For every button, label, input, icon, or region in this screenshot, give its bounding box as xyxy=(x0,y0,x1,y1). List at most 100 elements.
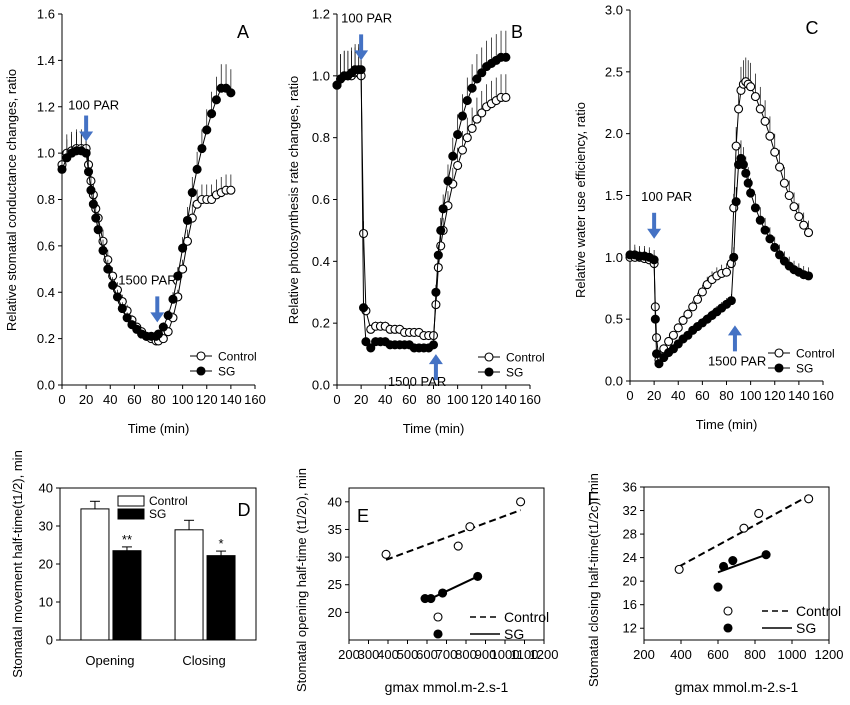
control-point xyxy=(760,116,770,126)
x-tick-label: 20 xyxy=(647,388,661,403)
legend-filled-circle xyxy=(774,363,784,373)
sg-point xyxy=(192,164,202,174)
y-tick-label: 16 xyxy=(623,597,637,612)
sg-point xyxy=(443,176,453,186)
panel-d: 0 10 20 30 40 Stomatal movement half-time(t1/… xyxy=(10,450,257,678)
sg-point xyxy=(651,349,662,359)
y-tick-label: 20 xyxy=(328,605,342,620)
legend-open-circle xyxy=(433,612,443,622)
legend-label: SG xyxy=(506,366,523,380)
x-tick-label: 1000 xyxy=(491,647,520,662)
control-point xyxy=(794,211,804,222)
x-tick-label: 1200 xyxy=(530,647,559,662)
x-tick-label: 0 xyxy=(626,388,633,403)
sg-point xyxy=(158,322,168,332)
x-tick-label: 100 xyxy=(447,392,469,407)
sg-series xyxy=(420,571,483,604)
legend-filled-circle xyxy=(433,629,443,639)
sg-point xyxy=(88,199,98,209)
sg-point xyxy=(472,74,482,84)
legend-label: SG xyxy=(796,620,816,636)
x-axis-title: Time (min) xyxy=(403,421,465,436)
sg-point xyxy=(93,225,103,235)
sg-point xyxy=(91,213,101,223)
control-point xyxy=(674,564,684,574)
control-point xyxy=(433,262,443,273)
sg-point xyxy=(187,187,197,198)
x-tick-label: 40 xyxy=(103,392,117,407)
y-tick-label: 12 xyxy=(623,621,637,636)
y-tick-label: 25 xyxy=(328,577,342,592)
x-tick-label: 160 xyxy=(244,392,266,407)
y-tick-label: 36 xyxy=(623,480,637,495)
y-tick-label: 40 xyxy=(39,481,53,496)
sg-point xyxy=(153,329,164,339)
legend-filled-circle xyxy=(484,367,494,377)
y-axis-title: Relative water use efficiency, ratio xyxy=(573,102,588,298)
control-point xyxy=(692,294,703,304)
sg-point xyxy=(433,250,443,260)
control-point xyxy=(673,323,683,333)
legend-sg-swatch xyxy=(117,508,145,520)
y-tick-label: 1.6 xyxy=(37,7,55,22)
par-label: 1500 PAR xyxy=(388,374,446,389)
sg-point xyxy=(112,292,123,302)
par-label: 100 PAR xyxy=(341,10,392,25)
sg-point xyxy=(86,185,96,195)
control-point xyxy=(226,185,236,195)
y-tick-label: 0.8 xyxy=(312,130,330,145)
sg-point xyxy=(117,303,127,314)
par-arrow-head xyxy=(354,50,369,61)
sg-point xyxy=(743,178,753,188)
control-point xyxy=(516,497,526,507)
y-tick-label: 3.0 xyxy=(605,3,623,18)
x-tick-label: 60 xyxy=(402,392,416,407)
panel-c: 0.00.51.01.52.02.53.00 20 40 60 80 100 120 140 1… xyxy=(573,3,835,433)
sg-point xyxy=(163,310,173,320)
control-point xyxy=(734,104,744,114)
control-point xyxy=(668,330,678,340)
control-point xyxy=(784,190,794,201)
control-point xyxy=(770,147,780,157)
x-tick-label: 1000 xyxy=(778,647,807,662)
sg-point xyxy=(729,252,739,262)
control-point xyxy=(789,202,799,212)
sg-point xyxy=(448,151,458,161)
panel-letter: D xyxy=(238,500,251,520)
x-axis-title: gmax mmol.m-2.s-1 xyxy=(675,679,799,695)
y-tick-label: 1.2 xyxy=(312,7,330,22)
sg-point xyxy=(361,337,371,347)
par-label: 100 PAR xyxy=(641,189,692,204)
control-point xyxy=(765,131,775,141)
x-tick-label: 140 xyxy=(788,388,810,403)
control-point xyxy=(453,160,463,171)
sg-point xyxy=(650,314,660,324)
control-point xyxy=(803,228,814,238)
x-tick-label: 300 xyxy=(358,647,380,662)
sg-point xyxy=(366,343,376,353)
x-tick-label: 40 xyxy=(378,392,392,407)
legend-filled-circle xyxy=(723,623,733,633)
sg-series xyxy=(713,550,771,592)
sg-point xyxy=(358,303,369,313)
legend-open-circle xyxy=(774,348,784,358)
control-series xyxy=(381,497,526,561)
y-tick-label: 0.0 xyxy=(312,378,330,393)
y-tick-label: 20 xyxy=(39,557,53,572)
control-point xyxy=(804,494,814,504)
legend-label: Control xyxy=(796,603,841,619)
x-tick-label: 700 xyxy=(436,647,458,662)
y-axis-title: Stomatal movement half-time(t1/2), min xyxy=(10,450,25,678)
x-tick-label: 400 xyxy=(670,647,692,662)
control-point xyxy=(775,162,785,172)
panel-a: 0.00.20.40.60.81.01.21.41.60 20 40 60 80 100 1… xyxy=(4,7,266,437)
sg-point xyxy=(765,234,775,244)
y-tick-label: 1.2 xyxy=(37,99,55,114)
x-tick-label: 80 xyxy=(151,392,165,407)
sg-point xyxy=(202,125,212,135)
sg-point xyxy=(713,582,723,592)
control-point xyxy=(462,133,472,143)
y-tick-label: 1.0 xyxy=(312,68,330,83)
y-tick-label: 28 xyxy=(623,527,637,542)
x-tick-label: 160 xyxy=(812,388,834,403)
